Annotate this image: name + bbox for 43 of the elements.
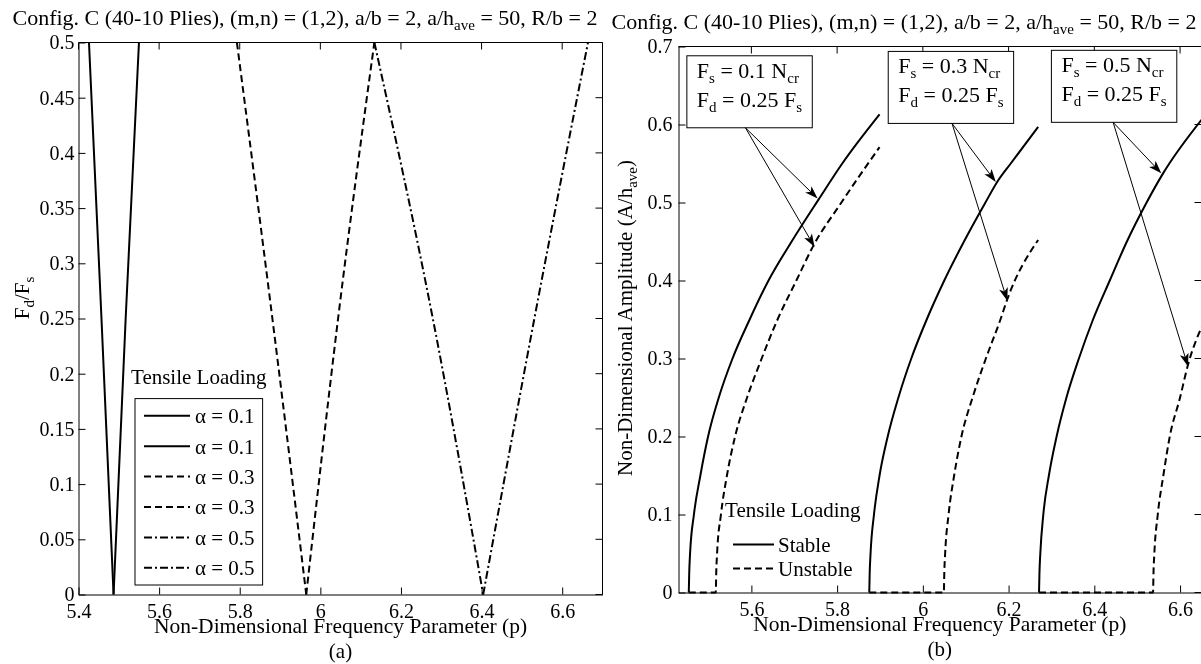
legend-label: α = 0.5 [195, 556, 255, 581]
text: (b) [927, 637, 952, 661]
legend-label: Unstable [778, 556, 853, 581]
legend-label: α = 0.1 [195, 434, 255, 459]
y-tick-label: 0.3 [49, 252, 75, 275]
y-tick-label: 0 [662, 581, 673, 604]
annotation: F$_{s}$ = 0.1 N$_{cr}$ [696, 57, 799, 86]
y-tick-label: 0.5 [647, 191, 673, 214]
y-tick-label: 0.45 [39, 86, 75, 109]
y-tick-label: 0.2 [647, 425, 673, 448]
annotation: F$_{d}$ = 0.25 F$_{s}$ [696, 86, 803, 115]
y-tick-label: 0.4 [647, 269, 673, 292]
x-tick-label: 6.6 [550, 599, 576, 622]
legend-label: α = 0.3 [195, 464, 255, 489]
y-tick-label: 0.7 [647, 35, 673, 58]
chart-title: Config. C (40-10 Plies), (m,n) = (1,2), a/b = 2, a/h$_{ave}$ = 50, R/b = 2 [611, 9, 1197, 37]
annotation: F$_{d}$ = 0.25 F$_{s}$ [898, 82, 1004, 111]
y-tick-label: 0.15 [39, 417, 75, 440]
legend-label: α = 0.1 [195, 404, 255, 429]
y-tick-label: 0.2 [49, 362, 75, 385]
annotation: F$_{s}$ = 0.5 N$_{cr}$ [1061, 52, 1164, 81]
chart-title: Config. C (40-10 Plies), (m,n) = (1,2), a/b = 2, a/h$_{ave}$ = 50, R/b = 2 [12, 5, 598, 33]
legend-label: α = 0.5 [195, 525, 255, 550]
x-tick-label: 6.4 [469, 599, 495, 622]
annotation: F$_{s}$ = 0.3 N$_{cr}$ [898, 53, 1001, 82]
x-tick-label: 6.6 [1168, 597, 1194, 620]
y-tick-label: 0.05 [39, 528, 75, 551]
legend-title: Tensile Loading [131, 364, 268, 389]
y-tick-label: 0.35 [39, 197, 75, 219]
y-tick-label: 0.6 [647, 113, 673, 136]
y-tick-label: 0.3 [647, 347, 673, 370]
y-tick-label: 0.25 [39, 307, 75, 330]
legend-label: α = 0.3 [195, 495, 255, 520]
y-tick-label: 0.1 [49, 473, 75, 495]
legend-label: Stable [778, 532, 831, 557]
y-tick-label: 0.4 [49, 141, 75, 164]
legend-title: Tensile Loading [725, 497, 862, 522]
x-tick-label: 5.8 [227, 599, 253, 622]
y-tick-label: 0.5 [49, 31, 75, 54]
x-tick-label: 5.8 [825, 597, 851, 620]
annotation: F$_{d}$ = 0.25 F$_{s}$ [1061, 81, 1167, 110]
text: (a) [328, 639, 353, 663]
y-tick-label: 0.1 [647, 503, 673, 526]
